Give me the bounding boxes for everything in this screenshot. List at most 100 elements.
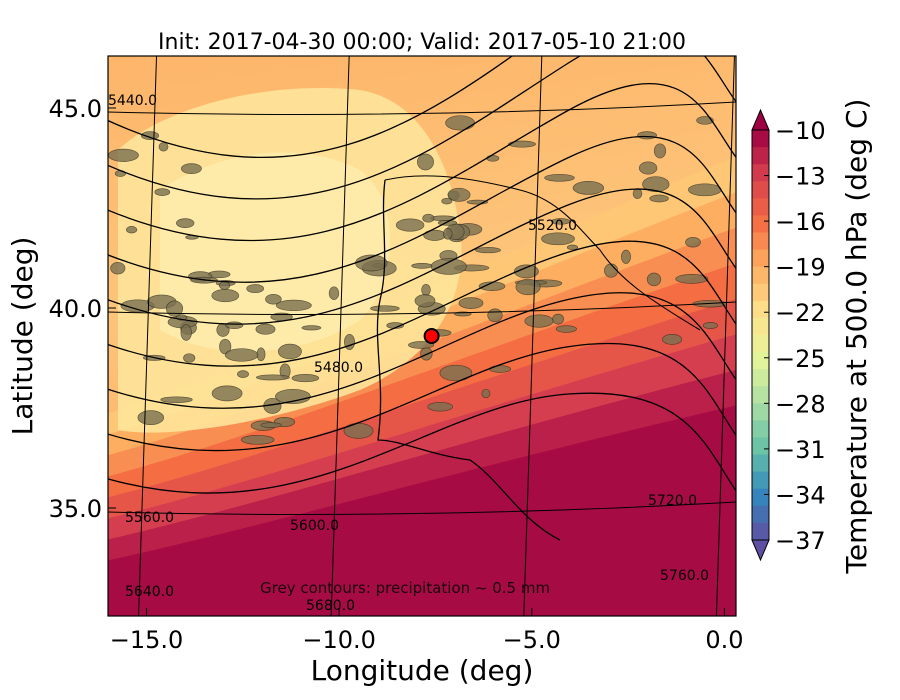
precip-patch [551,218,571,225]
precip-patch [137,410,165,425]
precip-patch [291,374,320,383]
precip-patch [82,279,98,287]
colorbar-segment [752,266,769,285]
colorbar-tick-label: −31 [775,436,826,464]
height-contour-label: 5440.0 [108,93,157,109]
precip-patch [685,236,701,248]
precipitation-contours [33,115,728,445]
precip-patch [421,283,431,296]
precip-patch [180,324,192,341]
precip-patch [411,263,433,269]
precip-patch [478,281,506,291]
precip-patch [51,203,74,213]
height-contour [108,392,736,494]
precip-patch [395,218,425,232]
precip-patch [265,293,282,305]
precip-patch [621,249,631,264]
precip-patch [642,176,670,193]
colorbar-extend-top [751,108,770,131]
colorbar-tick-label: −19 [775,254,826,282]
height-contour-label: 5560.0 [125,510,174,526]
colorbar-segment [752,437,769,456]
temperature-bands [108,88,736,616]
x-tick-label: −5.0 [503,626,561,654]
height-contour-label: 5720.0 [648,493,697,509]
colorbar-extend-bottom [751,539,770,562]
x-tick-label: −15.0 [110,626,184,654]
location-marker [423,328,440,344]
graticule-lines [108,56,736,616]
height-contour [108,56,736,200]
height-contour [108,188,736,325]
precip-patch [211,385,243,402]
height-contour-label: 5600.0 [290,518,339,534]
precip-patch [688,183,722,197]
cold-core-center [160,152,390,352]
colorbar-segment [752,386,769,404]
meridian-line [715,56,735,616]
precip-patch [61,329,75,343]
colorbar-tick-label: −16 [775,208,826,236]
colorbar-segment [752,164,769,182]
precip-patch [77,217,100,222]
colorbar-segment [752,130,769,148]
colorbar-segment [752,335,769,353]
precip-patch [33,144,52,159]
iberia-coastline [376,179,561,541]
precip-patch [439,364,473,382]
coastline-borders [376,175,701,541]
precip-patch [275,299,312,312]
y-tick-label: 40.0 [49,295,102,323]
precip-patch [544,173,575,182]
parallel-line [108,501,736,515]
meridian-line [138,56,158,616]
chart-title: Init: 2017-04-30 00:00; Valid: 2017-05-1… [158,30,686,55]
colorbar-segment [752,522,769,541]
plot-frame [107,55,737,617]
precip-patch [541,232,575,246]
colorbar-tick-label: −10 [775,117,826,145]
colorbar-frame [751,129,770,541]
precip-patch [414,294,436,308]
colorbar-tick-label: −28 [775,390,826,418]
colorbar-label: Temperature at 500.0 hPa (deg C) [840,99,873,575]
colorbar-segment [752,352,769,370]
precip-patch [237,370,249,378]
precip-patch [180,163,202,174]
colorbar-segment [752,283,769,302]
precip-patch [225,321,244,330]
precip-patch [513,264,539,279]
colorbar-segment [752,215,769,234]
precip-patch [344,334,355,350]
height-contour-label: 5760.0 [660,568,709,584]
precip-patch [481,388,491,399]
precip-patch [275,388,311,405]
height-contour-label: 5480.0 [314,360,363,376]
precip-patch [160,396,193,403]
precip-patch [422,213,435,223]
y-axis-ticks: 35.0 40.0 45.0 [49,95,116,523]
precip-patch [219,281,231,290]
colorbar-segment [752,505,769,524]
y-tick-label: 45.0 [49,95,102,123]
temperature-band [108,405,736,616]
precip-patch [176,218,195,228]
precip-patch [637,131,658,140]
colorbar-segment [752,300,769,319]
x-tick-label: 0.0 [705,626,743,654]
precip-patch [165,300,184,317]
precip-patch [343,423,374,439]
precip-patch [126,226,138,234]
precip-patch [255,323,276,335]
colorbar-segment [752,369,769,387]
precip-patch [447,187,471,202]
precip-patch [110,262,126,275]
colorbar-segment [752,403,769,422]
precip-patch [441,197,453,205]
precip-patch [445,115,475,131]
north-coastline [384,175,701,331]
precip-patch [240,434,275,445]
precip-patch [108,148,139,162]
colorbar-segment [752,147,769,165]
precip-patch [211,289,240,303]
